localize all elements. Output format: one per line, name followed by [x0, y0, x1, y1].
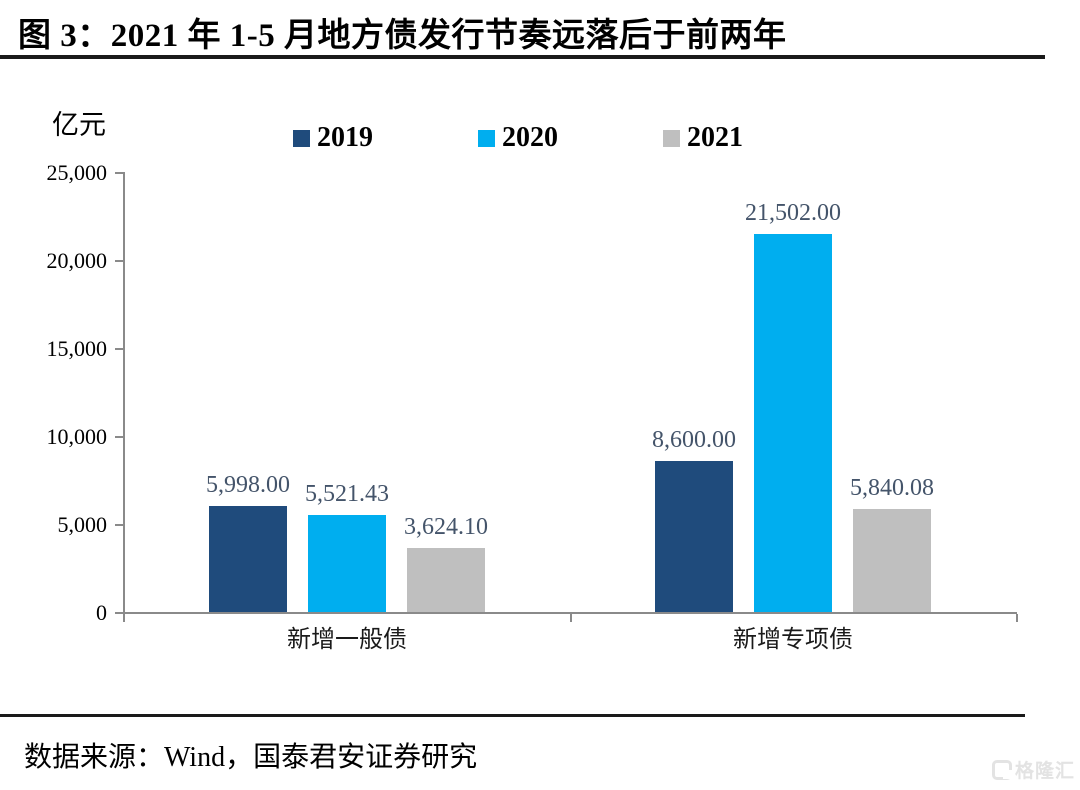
y-axis-tick-label: 5,000 [57, 512, 108, 537]
category-label: 新增专项债 [733, 627, 853, 653]
title-divider [0, 55, 1045, 59]
y-axis-tick [115, 172, 124, 174]
category-label: 新增一般债 [287, 627, 407, 653]
legend-label: 2020 [502, 122, 558, 153]
gelonghui-logo-icon [992, 759, 1012, 780]
bar-value-label: 8,600.00 [652, 426, 736, 453]
x-axis-tick [569, 614, 572, 622]
y-axis-tick [115, 612, 124, 614]
bar-2020-新增一般债 [308, 514, 386, 612]
x-axis-line [124, 612, 1017, 614]
x-axis-tick [1016, 614, 1018, 622]
bar-2019-新增专项债 [655, 460, 733, 612]
y-axis-tick [115, 524, 124, 526]
y-axis-tick-label: 0 [96, 600, 107, 625]
gelonghui-watermark-text: 格隆汇 [1015, 761, 1076, 782]
y-axis-tick-label: 25,000 [46, 160, 108, 185]
bar-2019-新增一般债 [209, 506, 287, 612]
legend-swatch-icon [663, 129, 680, 147]
y-axis-unit-label: 亿元 [52, 110, 106, 140]
y-axis-tick-label: 20,000 [46, 248, 108, 273]
y-axis-tick-label: 10,000 [46, 424, 108, 449]
bar-value-label: 5,840.08 [850, 475, 934, 502]
legend-swatch-icon [293, 129, 310, 147]
y-axis-tick [115, 436, 124, 438]
legend-item-2019: 2019 [293, 124, 373, 152]
y-axis-tick [115, 260, 124, 262]
bar-value-label: 3,624.10 [404, 514, 488, 541]
footer-divider [0, 714, 1025, 717]
legend-item-2020: 2020 [478, 124, 558, 152]
chart-title: 图 3：2021 年 1-5 月地方债发行节奏远落后于前两年 [18, 18, 787, 54]
bar-2020-新增专项债 [754, 233, 832, 612]
bar-value-label: 21,502.00 [745, 199, 841, 226]
y-axis-tick-label: 15,000 [46, 336, 108, 361]
y-axis-tick [115, 348, 124, 350]
legend-label: 2021 [687, 122, 743, 153]
gelonghui-watermark: 格隆汇 [992, 756, 1075, 783]
bar-2021-新增一般债 [407, 548, 485, 612]
bar-value-label: 5,998.00 [206, 472, 290, 499]
x-axis-tick [123, 614, 125, 622]
bar-2021-新增专项债 [853, 509, 931, 612]
y-axis-line [123, 172, 125, 612]
data-source-note: 数据来源：Wind，国泰君安证券研究 [24, 742, 478, 773]
legend-label: 2019 [317, 122, 373, 153]
bar-value-label: 5,521.43 [305, 480, 389, 507]
legend-item-2021: 2021 [663, 124, 743, 152]
legend-swatch-icon [478, 129, 495, 147]
